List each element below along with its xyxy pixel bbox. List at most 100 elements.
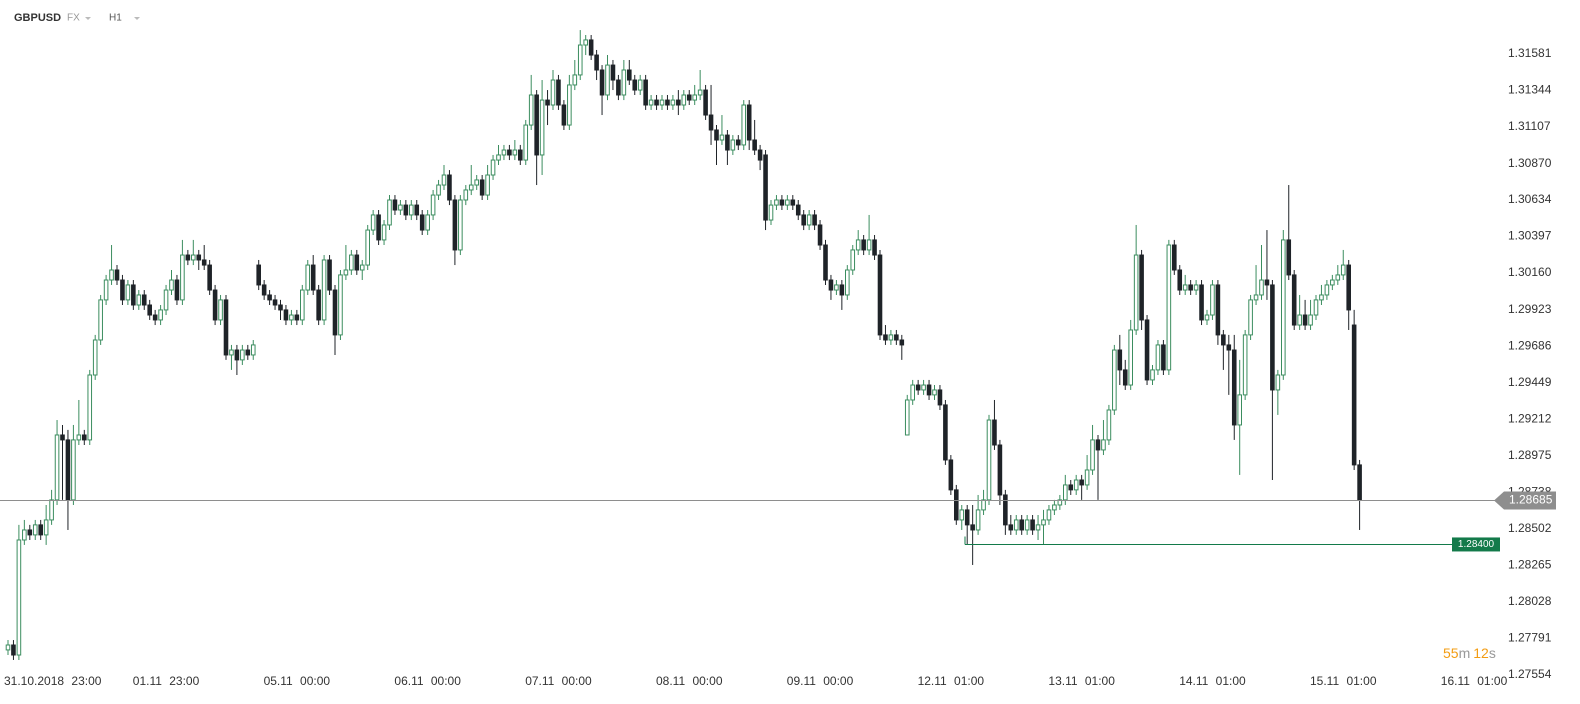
candle-body [790,199,796,206]
y-tick-label: 1.28265 [1508,557,1552,571]
candle-body [970,524,975,531]
candle-body [212,289,218,321]
candle-body [267,294,272,301]
candle-body [32,524,38,536]
candle-body [158,309,163,321]
candle-body [1264,279,1270,286]
candle-body [528,94,534,126]
candle-body [872,239,877,256]
candle-body [992,419,997,446]
y-tick-label: 1.29923 [1508,302,1552,316]
candle-body [463,189,469,201]
candle-body [1101,439,1106,451]
candle-body [387,199,392,226]
timeframe-caret[interactable] [134,17,140,20]
candle-body [256,264,261,286]
candle-body [1117,349,1123,371]
candle-body [1041,519,1046,526]
candle-body [654,99,659,106]
candle-body [1313,299,1319,316]
plot: 1.31581 1.31344 1.31107 1.30870 1.30634 1.303… [0,30,1556,688]
market-caret[interactable] [85,17,91,20]
candle-body [736,139,741,146]
candle-body [349,254,354,271]
candle-body [1128,329,1134,386]
candle-body [1144,319,1150,381]
candle-body [76,434,82,441]
candle-body [109,269,114,281]
candle-body [1259,279,1264,296]
candle-body [1079,479,1084,486]
candle-body [289,314,294,321]
candle-body [1308,314,1313,326]
candle-body [567,84,572,126]
candle-body [730,139,736,151]
candle-body [621,69,627,96]
candle-body [610,64,616,81]
candle-body [22,529,27,541]
candle-body [512,149,518,156]
candle-body [338,274,343,336]
candle-body [65,439,71,501]
candle-body [332,289,338,336]
candle-body [370,214,376,231]
countdown-seconds: 12 [1473,645,1489,661]
current-price-tag [1494,491,1556,510]
candle-body [92,339,98,376]
candle-body [719,134,725,141]
candle-body [714,129,719,141]
candle-body [768,204,774,221]
timeframe[interactable]: H1 [109,13,122,24]
candle-body [5,644,11,651]
candle-body [1324,284,1330,296]
candle-body [670,99,676,106]
candle-body [539,99,545,156]
candle-body [474,179,479,186]
candle-body [103,279,109,301]
candle-body [692,94,698,101]
candle-body [1177,269,1183,291]
level-tag [1452,537,1500,552]
candle-body [648,99,654,106]
candle-body [741,104,747,146]
candle-body [120,279,125,301]
candle-body [1270,284,1275,391]
candle-body [785,199,790,206]
candle-body [125,284,131,301]
candle-body [1215,284,1221,336]
candle-body [763,154,768,221]
candle-body [1030,519,1035,531]
candle-body [632,79,638,91]
candle-body [1319,294,1324,301]
candle-body [752,139,757,151]
candle-body [599,69,605,96]
candle-body [686,94,692,101]
candle-body [1024,519,1030,531]
market[interactable]: FX [67,13,80,24]
candle-body [196,254,202,261]
candle-body [812,214,817,226]
candle-body [801,214,807,226]
y-tick-label: 1.30634 [1508,192,1552,206]
candle-body [283,309,289,321]
candle-body [60,434,65,441]
y-tick-label: 1.30870 [1508,156,1552,170]
candle-body [883,334,888,341]
candle-body [87,374,93,441]
candle-body [131,284,136,306]
symbol[interactable]: GBPUSD [14,12,61,24]
candle-body [425,214,430,231]
candle-body [479,179,485,196]
candle-body [163,289,169,311]
candle-body [904,399,910,436]
candle-body [294,314,300,321]
candle-body [1073,479,1079,491]
candle-body [191,254,196,261]
candle-body [997,444,1003,496]
candle-body [1068,484,1074,491]
candle-body [659,99,665,106]
candle-body [926,384,932,396]
candle-body [948,459,954,491]
candle-body [1161,344,1166,371]
candle-body [828,279,834,291]
